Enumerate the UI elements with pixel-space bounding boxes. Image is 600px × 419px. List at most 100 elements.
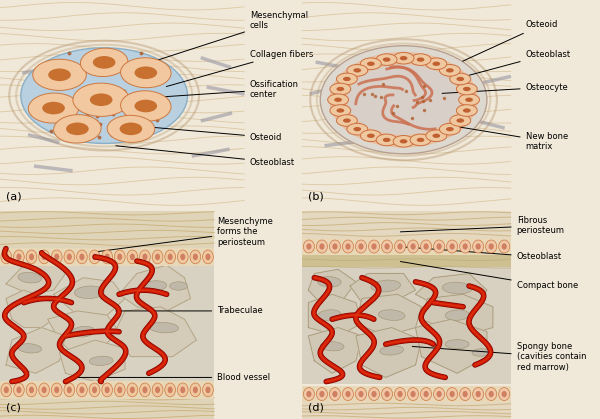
Ellipse shape [347,123,368,135]
Ellipse shape [457,119,464,123]
Ellipse shape [330,83,351,95]
Ellipse shape [21,48,187,143]
Ellipse shape [64,250,74,264]
Ellipse shape [463,243,468,250]
Text: Osteoblast: Osteoblast [466,49,571,76]
Ellipse shape [347,65,460,135]
Ellipse shape [53,115,101,143]
Ellipse shape [4,253,9,260]
Ellipse shape [102,250,112,264]
Ellipse shape [317,277,341,287]
Polygon shape [119,265,190,311]
Ellipse shape [488,243,494,250]
Ellipse shape [476,243,481,250]
Ellipse shape [121,58,171,88]
Text: Osteocyte: Osteocyte [442,83,568,93]
Ellipse shape [421,388,431,401]
Ellipse shape [424,243,428,250]
Ellipse shape [26,250,37,264]
Ellipse shape [316,240,328,253]
Ellipse shape [463,391,468,397]
Ellipse shape [437,243,442,250]
Polygon shape [350,274,415,303]
Ellipse shape [343,388,353,401]
Ellipse shape [79,387,85,393]
Ellipse shape [433,62,440,66]
Ellipse shape [332,391,338,397]
Ellipse shape [343,119,351,123]
Text: Ossification
center: Ossification center [122,80,299,100]
Ellipse shape [371,391,377,397]
Ellipse shape [421,240,431,253]
Ellipse shape [155,253,160,260]
Ellipse shape [16,387,22,393]
Polygon shape [6,261,65,294]
Ellipse shape [337,109,344,113]
Ellipse shape [400,139,407,143]
Ellipse shape [380,346,404,355]
Ellipse shape [130,253,135,260]
FancyBboxPatch shape [302,242,511,269]
Text: New bone
matrix: New bone matrix [448,125,568,151]
Ellipse shape [29,387,34,393]
Ellipse shape [499,388,510,401]
Ellipse shape [376,54,397,65]
Text: (a): (a) [6,191,22,202]
Ellipse shape [426,130,447,142]
Ellipse shape [434,388,445,401]
Ellipse shape [442,282,472,294]
Ellipse shape [371,280,401,292]
Text: Mesenchyme
forms the
periosteum: Mesenchyme forms the periosteum [92,217,273,252]
Ellipse shape [343,77,351,81]
Ellipse shape [115,250,125,264]
Ellipse shape [446,240,458,253]
Ellipse shape [203,250,214,264]
Ellipse shape [14,250,24,264]
Ellipse shape [127,383,138,397]
Ellipse shape [328,94,349,106]
Ellipse shape [71,326,95,337]
Ellipse shape [337,115,357,127]
Ellipse shape [358,391,364,397]
Ellipse shape [319,243,325,250]
Text: Spongy bone
(cavities contain
red marrow): Spongy bone (cavities contain red marrow… [412,342,586,372]
Ellipse shape [48,68,71,81]
Ellipse shape [476,391,481,397]
Polygon shape [415,274,487,307]
Ellipse shape [450,73,471,85]
Ellipse shape [74,286,104,298]
Ellipse shape [64,383,74,397]
Ellipse shape [52,250,62,264]
Ellipse shape [89,250,100,264]
Ellipse shape [371,243,377,250]
Ellipse shape [170,282,187,290]
Text: Osteoblast: Osteoblast [400,247,562,261]
Text: Osteoblast: Osteoblast [116,146,295,167]
Polygon shape [308,269,356,303]
Ellipse shape [397,391,403,397]
Ellipse shape [393,135,414,147]
Ellipse shape [180,253,185,260]
Ellipse shape [1,250,11,264]
Ellipse shape [472,349,490,356]
FancyBboxPatch shape [302,211,511,244]
Ellipse shape [346,243,350,250]
Ellipse shape [343,240,353,253]
Ellipse shape [485,240,497,253]
Ellipse shape [330,105,351,116]
Ellipse shape [205,387,211,393]
Ellipse shape [89,383,100,397]
Ellipse shape [410,243,416,250]
Ellipse shape [410,134,431,146]
Ellipse shape [439,123,460,135]
Ellipse shape [445,310,469,320]
Ellipse shape [130,387,135,393]
Polygon shape [308,328,362,373]
Ellipse shape [485,388,497,401]
Ellipse shape [449,391,455,397]
Ellipse shape [33,59,86,91]
Ellipse shape [304,388,314,401]
Text: Compact bone: Compact bone [400,261,578,290]
Ellipse shape [382,388,392,401]
Ellipse shape [104,253,110,260]
